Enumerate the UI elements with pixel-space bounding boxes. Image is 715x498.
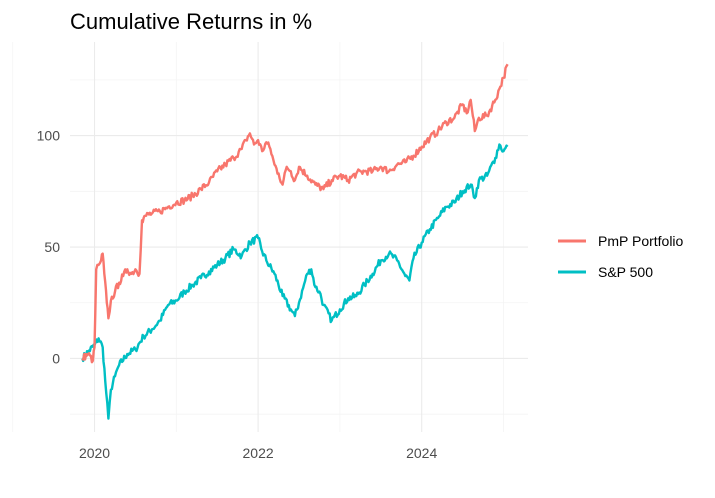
grid	[12, 42, 528, 432]
chart-title: Cumulative Returns in %	[70, 9, 312, 34]
x-tick-label: 2020	[79, 445, 110, 461]
y-tick-label: 0	[52, 350, 60, 366]
x-tick-label: 2024	[406, 445, 437, 461]
axis-layer: 2020 2022 2024 0 50 100	[37, 128, 438, 461]
x-tick-label: 2022	[243, 445, 274, 461]
series-layer	[81, 63, 509, 420]
y-tick-label: 100	[37, 128, 61, 144]
legend-label: PmP Portfolio	[598, 233, 684, 249]
legend-label: S&P 500	[598, 264, 653, 280]
series-line-sp500	[81, 143, 509, 420]
legend: PmP Portfolio S&P 500	[558, 233, 684, 280]
y-tick-label: 50	[44, 239, 60, 255]
series-line-pmp-portfolio	[81, 63, 509, 364]
